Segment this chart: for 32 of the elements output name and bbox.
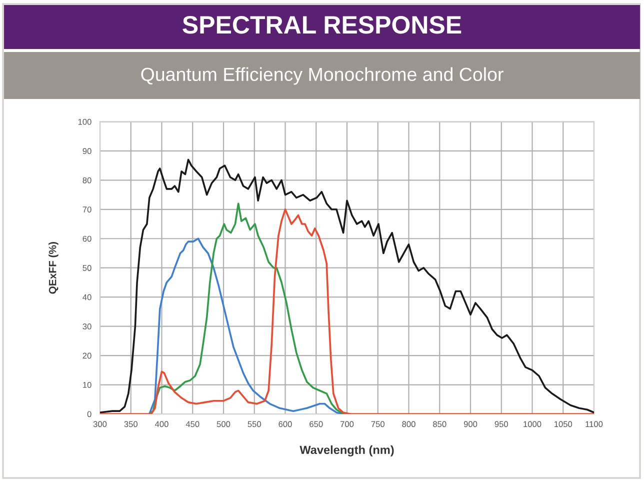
x-tick-label: 950 (494, 421, 508, 428)
x-tick-label: 850 (433, 421, 446, 428)
x-tick-label: 400 (154, 421, 168, 428)
x-tick-label: 600 (278, 421, 292, 428)
chart-subtitle: Quantum Efficiency Monochrome and Color (141, 67, 504, 85)
y-tick-label: 20 (82, 352, 92, 359)
x-tick-label: 650 (310, 421, 323, 428)
y-tick-label: 50 (82, 265, 92, 271)
x-tick-label: 300 (93, 421, 107, 428)
y-tick-label: 60 (82, 236, 92, 242)
y-axis-title: QExFF (%) (48, 242, 58, 294)
y-tick-label: 70 (82, 206, 92, 212)
chart-title: SPECTRAL RESPONSE (182, 16, 462, 34)
x-tick-label: 1100 (586, 421, 603, 428)
x-axis-title: Wavelength (nm) (300, 445, 394, 456)
y-tick-label: 80 (82, 177, 92, 184)
x-tick-label: 550 (248, 421, 261, 428)
x-tick-label: 900 (464, 421, 478, 428)
x-tick-label: 1050 (554, 421, 572, 428)
y-tick-label: 100 (78, 118, 92, 125)
y-tick-label: 90 (82, 148, 92, 154)
x-tick-label: 350 (124, 421, 138, 428)
y-tick-label: 40 (82, 294, 92, 300)
x-tick-label: 1000 (524, 421, 542, 428)
x-tick-label: 500 (216, 421, 230, 428)
y-tick-label: 0 (87, 411, 92, 418)
x-tick-label: 450 (186, 421, 200, 428)
y-tick-label: 10 (83, 382, 92, 388)
x-tick-label: 800 (402, 421, 416, 428)
x-tick-label: 700 (340, 421, 354, 428)
x-tick-label: 750 (371, 421, 384, 428)
y-tick-label: 30 (82, 324, 92, 330)
